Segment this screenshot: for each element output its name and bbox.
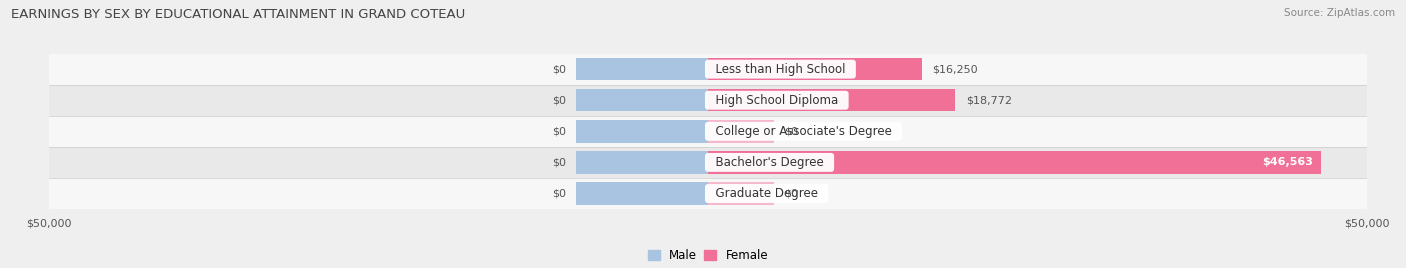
Text: $16,250: $16,250	[932, 64, 979, 74]
Text: EARNINGS BY SEX BY EDUCATIONAL ATTAINMENT IN GRAND COTEAU: EARNINGS BY SEX BY EDUCATIONAL ATTAINMEN…	[11, 8, 465, 21]
Bar	[576, 58, 709, 80]
Bar	[49, 85, 1367, 116]
Bar	[709, 182, 773, 205]
Text: $18,772: $18,772	[966, 95, 1012, 105]
Text: Graduate Degree: Graduate Degree	[709, 187, 825, 200]
Text: $0: $0	[551, 157, 565, 168]
Text: $0: $0	[551, 188, 565, 199]
Bar	[49, 147, 1367, 178]
Text: Source: ZipAtlas.com: Source: ZipAtlas.com	[1284, 8, 1395, 18]
Bar	[576, 182, 709, 205]
Bar	[49, 116, 1367, 147]
Bar	[576, 120, 709, 143]
Text: College or Associate's Degree: College or Associate's Degree	[709, 125, 900, 138]
Text: $0: $0	[551, 95, 565, 105]
Bar	[49, 54, 1367, 85]
Bar	[709, 89, 955, 111]
Bar	[576, 151, 709, 174]
Text: Bachelor's Degree: Bachelor's Degree	[709, 156, 831, 169]
Bar	[576, 89, 709, 111]
Text: $0: $0	[551, 64, 565, 74]
Text: High School Diploma: High School Diploma	[709, 94, 845, 107]
Bar	[709, 120, 773, 143]
Bar	[709, 151, 1322, 174]
Legend: Male, Female: Male, Female	[648, 249, 768, 262]
Text: Less than High School: Less than High School	[709, 63, 853, 76]
Text: $46,563: $46,563	[1263, 157, 1313, 168]
Bar	[709, 58, 922, 80]
Text: $0: $0	[785, 126, 799, 136]
Text: $0: $0	[785, 188, 799, 199]
Text: $0: $0	[551, 126, 565, 136]
Bar	[49, 178, 1367, 209]
